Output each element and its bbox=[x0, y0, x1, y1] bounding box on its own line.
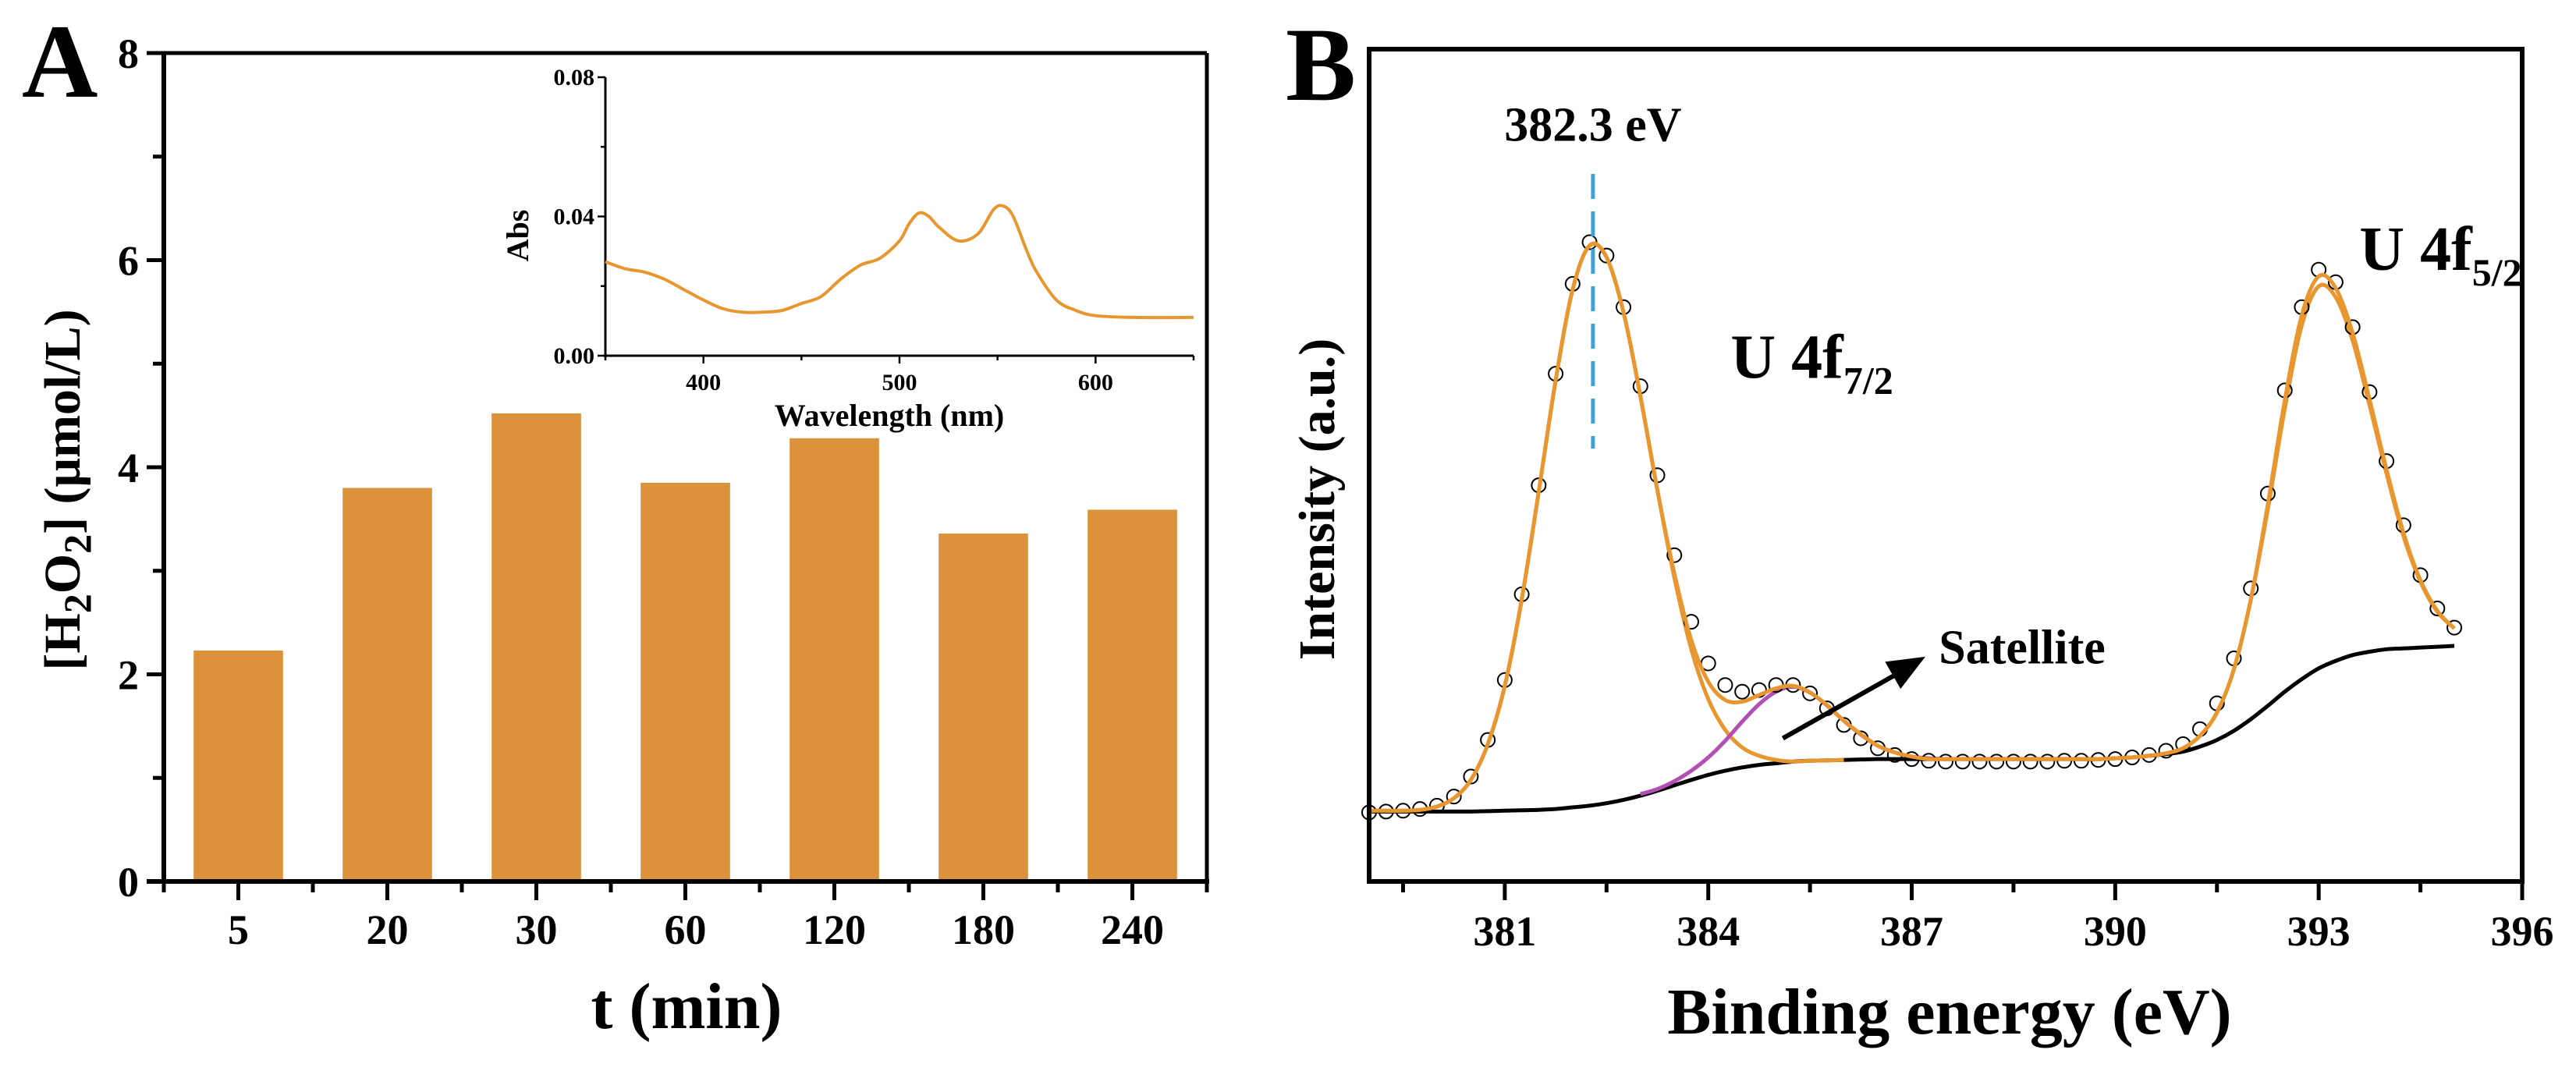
panel-b-xps-chart: B 381 384 387 390 393 396 Binding energy (eV)… bbox=[1286, 7, 2554, 1048]
inset-y-tick-label: 0.00 bbox=[554, 343, 595, 369]
x-tick-label: 30 bbox=[516, 906, 558, 953]
bar-120 bbox=[789, 438, 879, 881]
data-point bbox=[1971, 754, 1988, 770]
panel-label-a: A bbox=[22, 4, 98, 120]
peak-label-subscript: 5/2 bbox=[2472, 250, 2522, 294]
y-tick-label: 4 bbox=[118, 445, 139, 491]
peak-label-u4f72: U 4f7/2 bbox=[1730, 323, 1893, 402]
x-tick-label: 120 bbox=[803, 906, 866, 953]
x-tick-label: 393 bbox=[2287, 908, 2351, 955]
data-point bbox=[1463, 768, 1479, 785]
ylabel-part: [H bbox=[34, 613, 91, 670]
background-line bbox=[1369, 644, 2455, 814]
inset-x-tick-label: 500 bbox=[882, 370, 917, 395]
bar-20 bbox=[342, 488, 432, 881]
data-point bbox=[1938, 754, 1953, 770]
data-point bbox=[1598, 247, 1615, 264]
inset-axes: 0.00 0.04 0.08 400 500 600 bbox=[554, 65, 1195, 395]
panel-label-b: B bbox=[1286, 7, 1356, 123]
data-point bbox=[2429, 601, 2446, 617]
satellite-fit-line bbox=[1640, 684, 1946, 796]
y-tick-label: 0 bbox=[118, 859, 139, 906]
peak-position-label: 382.3 eV bbox=[1504, 98, 1682, 151]
data-point bbox=[1989, 754, 2005, 770]
satellite-arrow-shaft bbox=[1781, 665, 1910, 741]
y-axis-label-b: Intensity (a.u.) bbox=[1289, 339, 1346, 661]
absorbance-curve bbox=[605, 204, 1194, 320]
xps-plot-area bbox=[1361, 174, 2463, 821]
arrow-head-icon bbox=[1885, 656, 1925, 690]
x-tick-label: 390 bbox=[2084, 908, 2147, 955]
data-point bbox=[1666, 547, 1683, 563]
bar-5 bbox=[193, 650, 283, 881]
data-point bbox=[2022, 754, 2038, 770]
plot-frame bbox=[1367, 47, 2525, 884]
bar-60 bbox=[640, 482, 730, 881]
x-tick-label: 387 bbox=[1880, 908, 1943, 955]
bar-180 bbox=[939, 533, 1028, 881]
peak-label-main: U 4f bbox=[2359, 215, 2473, 284]
inset-y-tick-label: 0.08 bbox=[554, 65, 595, 90]
envelope-fit-line bbox=[1369, 241, 2456, 813]
y-tick-label: 6 bbox=[118, 238, 139, 285]
x-tick-label: 5 bbox=[228, 906, 249, 953]
x-tick-label: 396 bbox=[2491, 908, 2554, 955]
data-point bbox=[1446, 789, 1462, 805]
y-axis-label-a: [H2O2] (μmol/L) bbox=[34, 309, 99, 670]
data-point bbox=[1717, 677, 1733, 693]
x-tick-label: 381 bbox=[1473, 908, 1536, 955]
axes-b: 381 384 387 390 393 396 bbox=[1367, 47, 2554, 955]
bars bbox=[193, 413, 1177, 881]
x-tick-label: 384 bbox=[1677, 908, 1740, 955]
inset-x-tick-label: 400 bbox=[686, 370, 721, 395]
inset-absorbance-chart: 0.00 0.04 0.08 400 500 600 Wavelength (nm) Ab… bbox=[500, 65, 1195, 433]
y-tick-label: 2 bbox=[118, 652, 139, 699]
data-point bbox=[1954, 754, 1971, 770]
peak-label-u4f52: U 4f5/2 bbox=[2359, 215, 2521, 294]
axes-a: 0 2 4 6 8 5 20 30 60 120 180 240 bbox=[118, 30, 1209, 953]
bar-240 bbox=[1088, 509, 1177, 881]
data-point bbox=[2005, 754, 2021, 770]
inset-y-axis-label: Abs bbox=[500, 210, 535, 262]
peak-label-subscript: 7/2 bbox=[1843, 358, 1893, 402]
ylabel-part: O bbox=[34, 554, 91, 594]
x-axis-label-b: Binding energy (eV) bbox=[1667, 976, 2231, 1048]
inset-y-tick-label: 0.04 bbox=[554, 204, 595, 230]
ylabel-subscript: 2 bbox=[55, 534, 99, 554]
y-tick-label: 8 bbox=[118, 30, 139, 77]
annotations: 382.3 eV U 4f7/2 U 4f5/2 Satellite bbox=[1504, 98, 2521, 674]
peak-label-main: U 4f bbox=[1730, 323, 1844, 392]
bar-30 bbox=[491, 413, 581, 881]
data-point bbox=[1802, 685, 1818, 701]
x-tick-label: 240 bbox=[1101, 906, 1164, 953]
data-point bbox=[2446, 619, 2463, 636]
x-tick-label: 60 bbox=[665, 906, 707, 953]
x-axis-label-a: t (min) bbox=[591, 970, 782, 1043]
ylabel-part: ] (μmol/L) bbox=[34, 309, 91, 534]
inset-x-tick-label: 600 bbox=[1078, 370, 1113, 395]
satellite-label: Satellite bbox=[1939, 621, 2106, 674]
data-point bbox=[2039, 754, 2056, 770]
x-tick-label: 20 bbox=[367, 906, 409, 953]
ylabel-subscript: 2 bbox=[55, 594, 99, 613]
inset-x-axis-label: Wavelength (nm) bbox=[775, 398, 1004, 433]
data-point bbox=[1734, 683, 1751, 700]
x-tick-label: 180 bbox=[952, 906, 1015, 953]
